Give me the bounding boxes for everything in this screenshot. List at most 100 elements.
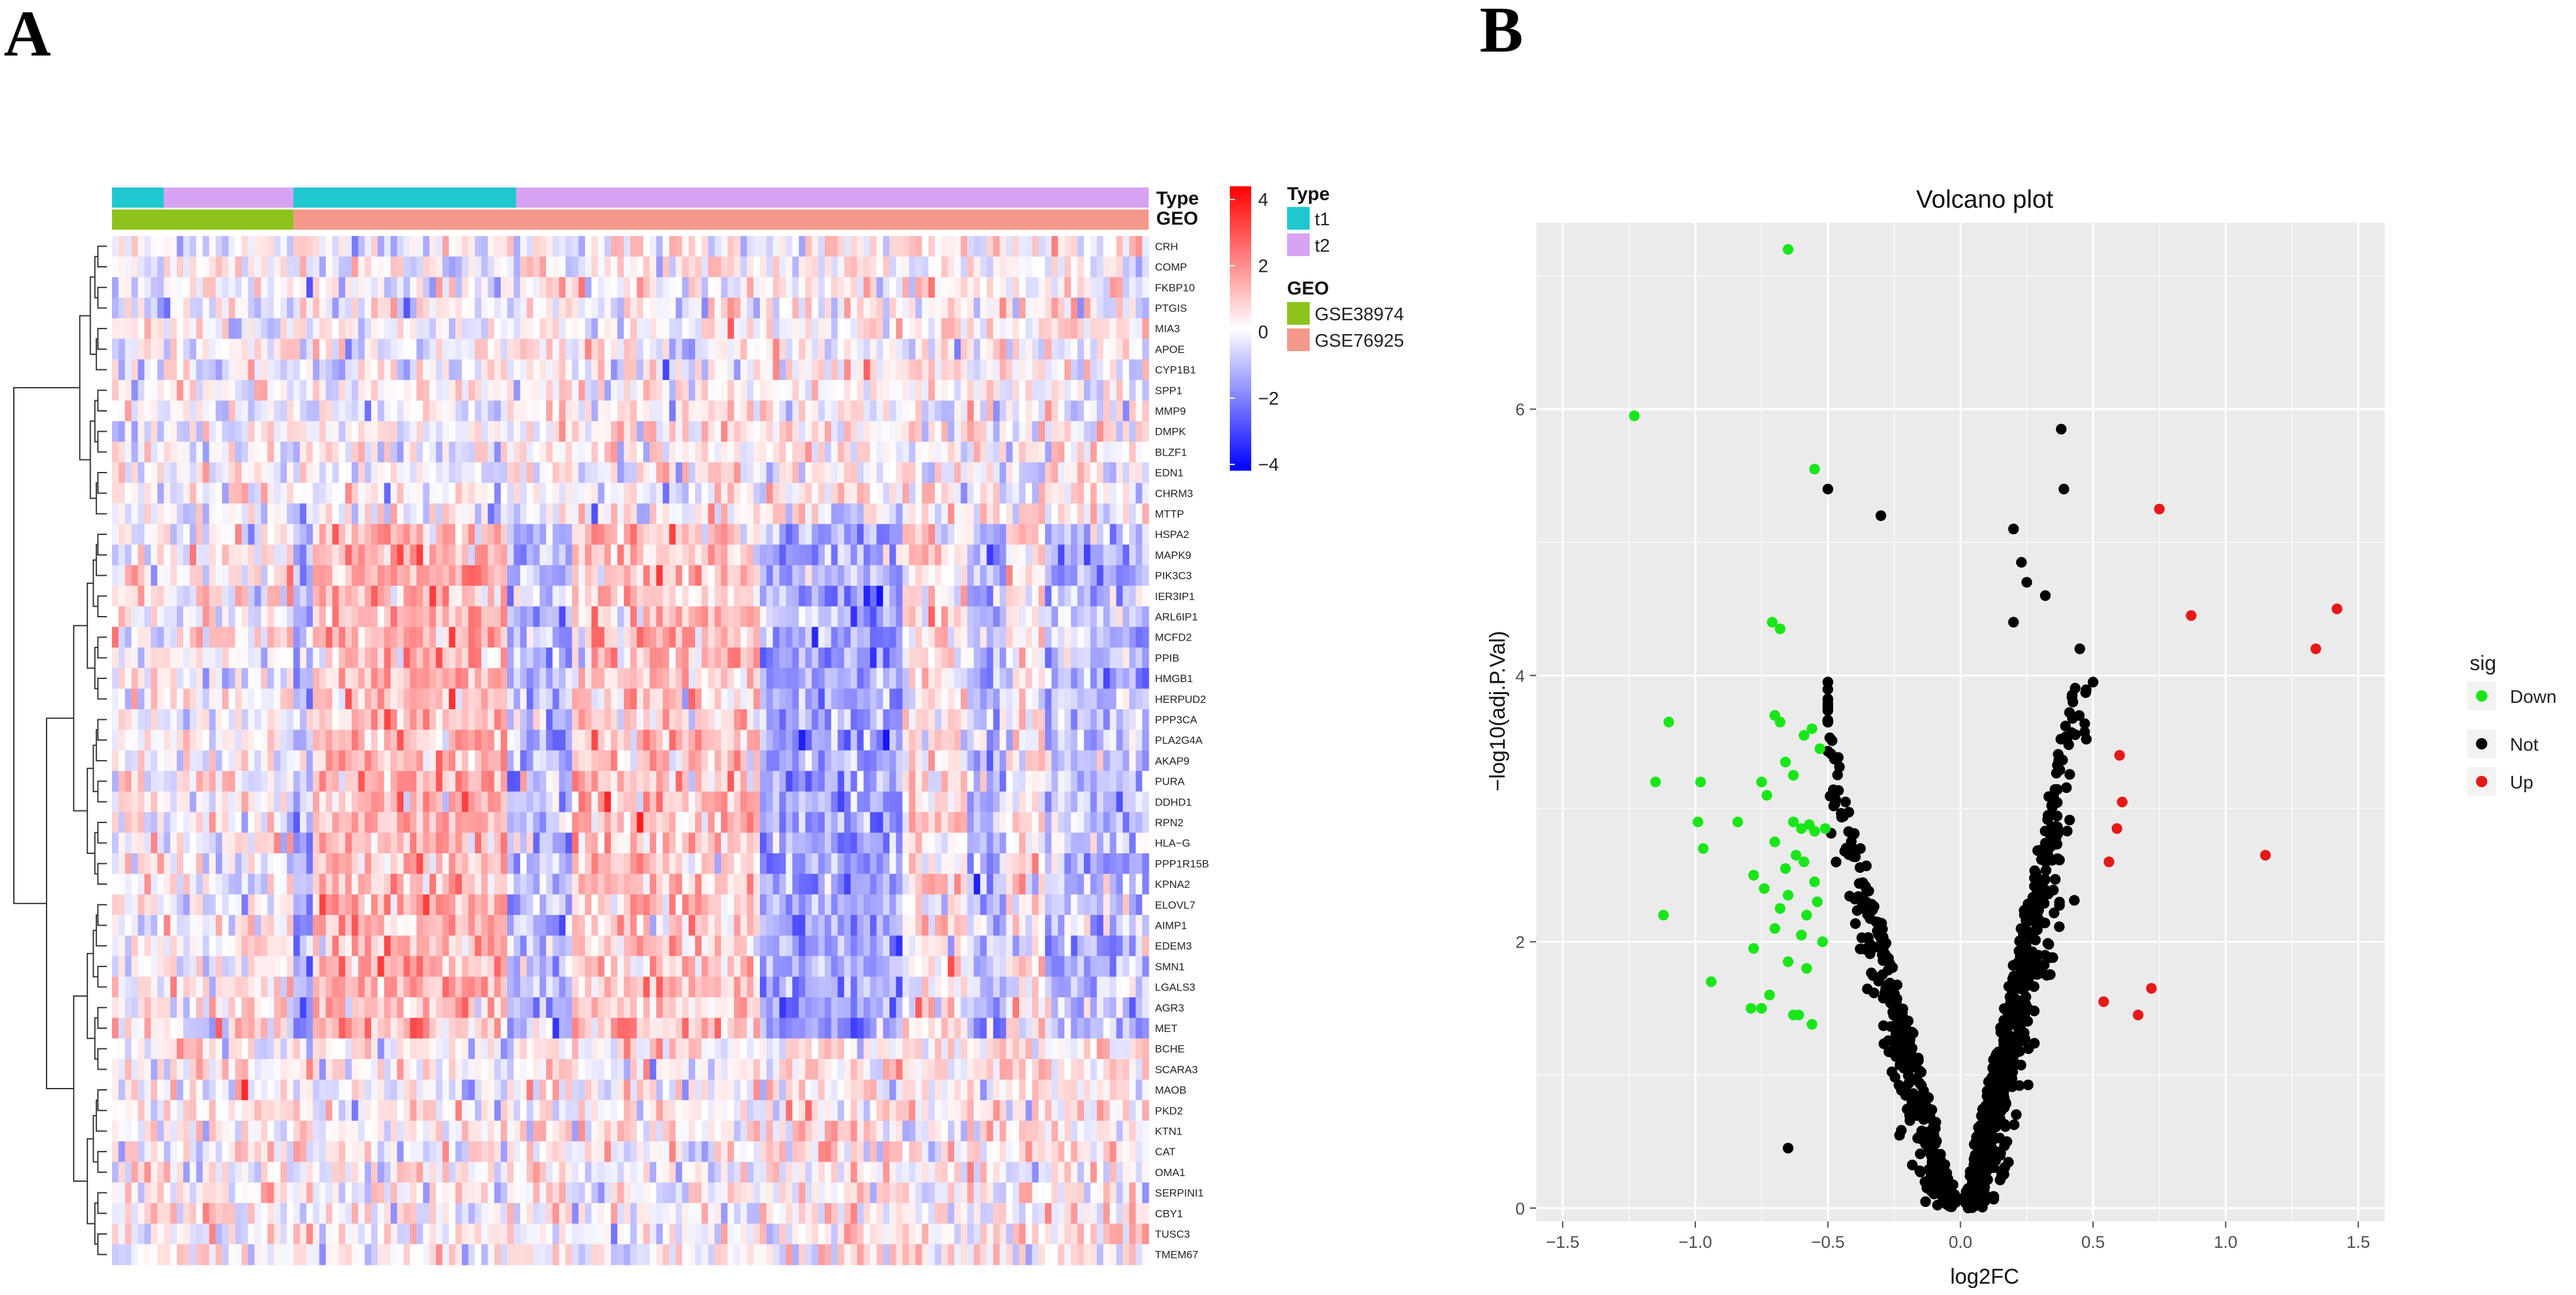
heatmap-cell (611, 318, 618, 340)
heatmap-cell (474, 339, 482, 360)
heatmap-cell (157, 421, 164, 442)
heatmap-cell (338, 668, 346, 689)
heatmap-cell (403, 771, 411, 792)
heatmap-cell (973, 853, 981, 875)
heatmap-cell (429, 750, 437, 771)
heatmap-cell (701, 236, 709, 257)
heatmap-cell (345, 606, 352, 627)
heatmap-cell (708, 400, 715, 422)
heatmap-cell (825, 832, 832, 854)
heatmap-cell (1096, 750, 1104, 771)
heatmap-cell (403, 648, 411, 669)
heatmap-cell (1096, 359, 1104, 381)
heatmap-cell (552, 379, 560, 401)
heatmap-cell (753, 771, 761, 792)
heatmap-cell (708, 298, 715, 319)
heatmap-cell (915, 606, 923, 627)
heatmap-cell (1038, 832, 1045, 854)
heatmap-cell (798, 400, 806, 422)
heatmap-cell (701, 627, 709, 648)
heatmap-cell (474, 853, 482, 875)
dendrogram-branch (97, 534, 107, 556)
heatmap-cell (928, 400, 935, 422)
heatmap-cell (967, 442, 974, 463)
heatmap-cell (338, 359, 346, 381)
heatmap-cell (656, 832, 664, 854)
heatmap-cell (442, 400, 450, 422)
heatmap-cell (1096, 462, 1104, 483)
heatmap-cell (831, 648, 839, 669)
heatmap-cell (260, 359, 268, 381)
heatmap-cell (889, 606, 896, 627)
heatmap-cell (961, 462, 968, 483)
heatmap-cell (501, 421, 508, 442)
heatmap-cell (455, 812, 462, 833)
heatmap-cell (1006, 606, 1013, 627)
heatmap-cell (338, 688, 346, 710)
heatmap-cell (792, 688, 800, 710)
heatmap-cell (293, 359, 301, 381)
heatmap-cell (455, 853, 462, 875)
heatmap-cell (714, 585, 722, 607)
heatmap-cell (831, 524, 839, 546)
heatmap-cell (598, 236, 605, 257)
heatmap-cell (902, 832, 910, 854)
heatmap-cell (844, 606, 851, 627)
heatmap-cell (1116, 379, 1124, 401)
heatmap-cell (1090, 627, 1098, 648)
heatmap-cell (449, 709, 456, 731)
heatmap-cell (708, 585, 715, 607)
heatmap-cell (293, 318, 301, 340)
heatmap-cell (118, 483, 126, 504)
heatmap-cell (598, 421, 605, 442)
heatmap-cell (1084, 339, 1091, 360)
heatmap-cell (617, 606, 625, 627)
heatmap-cell (144, 565, 152, 586)
heatmap-cell (552, 812, 560, 833)
heatmap-cell (805, 709, 812, 731)
heatmap-cell (649, 668, 657, 689)
heatmap-cell (293, 832, 301, 854)
heatmap-cell (676, 544, 683, 566)
heatmap-cell (611, 688, 618, 710)
heatmap-cell (429, 421, 437, 442)
heatmap-cell (935, 606, 942, 627)
heatmap-cell (429, 462, 437, 483)
heatmap-cell (935, 379, 942, 401)
heatmap-cell (721, 709, 728, 731)
heatmap-cell (501, 750, 508, 771)
heatmap-cell (740, 483, 747, 504)
heatmap-cell (766, 585, 774, 607)
heatmap-cell (857, 256, 864, 278)
heatmap-cell (611, 462, 618, 483)
heatmap-cell (837, 298, 845, 319)
heatmap-cell (215, 256, 223, 278)
heatmap-cell (274, 648, 281, 669)
heatmap-cell (299, 771, 307, 792)
heatmap-cell (772, 832, 780, 854)
heatmap-cell (598, 298, 605, 319)
heatmap-cell (1025, 503, 1033, 525)
heatmap-cell (643, 832, 650, 854)
heatmap-cell (442, 585, 450, 607)
heatmap-cell (222, 236, 229, 257)
heatmap-cell (235, 462, 242, 483)
heatmap-cell (488, 606, 495, 627)
heatmap-cell (501, 627, 508, 648)
heatmap-cell (1019, 503, 1026, 525)
heatmap-cell (209, 832, 216, 854)
heatmap-cell (1122, 812, 1130, 833)
heatmap-cell (118, 524, 126, 546)
heatmap-cell (915, 709, 923, 731)
heatmap-cell (766, 442, 774, 463)
heatmap-cell (1096, 442, 1104, 463)
heatmap-cell (818, 359, 825, 381)
heatmap-cell (209, 544, 216, 566)
heatmap-cell (1135, 421, 1143, 442)
heatmap-cell (941, 318, 949, 340)
heatmap-cell (831, 585, 839, 607)
heatmap-cell (870, 750, 877, 771)
heatmap-cell (857, 236, 864, 257)
heatmap-cell (747, 277, 754, 298)
heatmap-cell (753, 627, 761, 648)
